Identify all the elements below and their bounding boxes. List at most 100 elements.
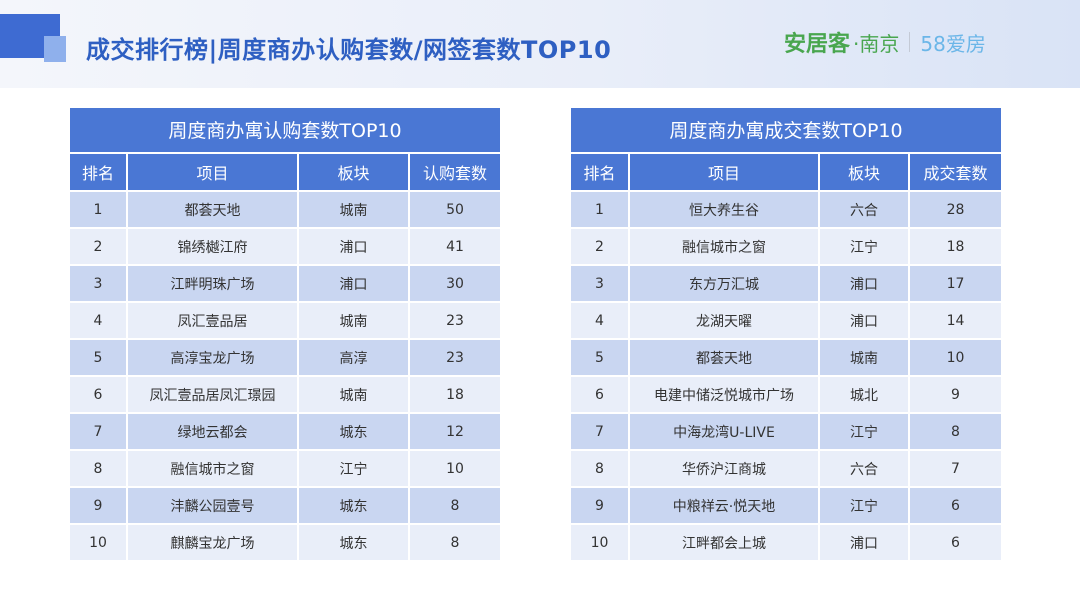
cell-count: 10	[408, 451, 500, 486]
page-title: 成交排行榜|周度商办认购套数/网签套数TOP10	[86, 36, 612, 64]
cell-rank: 2	[93, 238, 103, 255]
brand-logos: 安居客 ·南京 58爱房	[784, 26, 986, 58]
cell-count: 8	[908, 414, 1001, 449]
cell-count: 50	[408, 192, 500, 227]
cell-count: 18	[408, 377, 500, 412]
city-label: ·南京	[853, 31, 900, 56]
cell-count: 8	[408, 488, 500, 523]
table-row: 2 融信城市之窗 江宁 18	[571, 227, 1001, 264]
cell-district: 城南	[297, 192, 408, 227]
table-row: 7 中海龙湾U-LIVE 江宁 8	[571, 412, 1001, 449]
cell-project: 龙湖天曜	[628, 303, 818, 338]
cell-district: 浦口	[818, 303, 908, 338]
cell-count: 12	[408, 414, 500, 449]
cell-project: 恒大养生谷	[628, 192, 818, 227]
cell-district: 城南	[297, 377, 408, 412]
cell-district: 浦口	[297, 229, 408, 264]
cell-rank: 6	[93, 386, 103, 403]
cell-count: 28	[908, 192, 1001, 227]
cell-project: 麒麟宝龙广场	[126, 525, 297, 560]
cell-count: 23	[408, 303, 500, 338]
table-row: 6 凤汇壹品居凤汇璟园 城南 18	[70, 375, 500, 412]
cell-rank: 1	[93, 201, 103, 218]
cell-project: 江畔明珠广场	[126, 266, 297, 301]
cell-rank: 8	[595, 460, 604, 477]
cell-rank: 7	[93, 423, 103, 440]
cell-rank: 3	[93, 275, 103, 292]
table-row: 9 沣麟公园壹号 城东 8	[70, 486, 500, 523]
table-row: 7 绿地云都会 城东 12	[70, 412, 500, 449]
cell-count: 9	[908, 377, 1001, 412]
table-header-row: 排名 项目 板块 成交套数	[571, 154, 1001, 192]
cell-rank: 1	[595, 201, 604, 218]
table-row: 4 龙湖天曜 浦口 14	[571, 301, 1001, 338]
header-project: 项目	[628, 154, 818, 190]
header-rank: 排名	[81, 164, 114, 183]
cell-district: 城南	[818, 340, 908, 375]
cell-district: 江宁	[818, 229, 908, 264]
table-row: 10 麒麟宝龙广场 城东 8	[70, 523, 500, 560]
title-decoration-accent	[44, 36, 66, 62]
cell-rank: 4	[93, 312, 103, 329]
cell-rank: 10	[89, 534, 107, 551]
table-row: 8 融信城市之窗 江宁 10	[70, 449, 500, 486]
cell-district: 城东	[297, 488, 408, 523]
cell-project: 融信城市之窗	[126, 451, 297, 486]
cell-rank: 5	[595, 349, 604, 366]
table-body: 1 都荟天地 城南 50 2 锦绣樾江府 浦口 41 3 江畔明珠广场 浦口 30 4 凤汇壹品居 城南 23…	[70, 192, 500, 560]
cell-district: 高淳	[297, 340, 408, 375]
table-row: 4 凤汇壹品居 城南 23	[70, 301, 500, 338]
cell-district: 江宁	[818, 414, 908, 449]
cell-rank: 6	[595, 386, 604, 403]
header-rank: 排名	[583, 164, 616, 183]
table-title: 周度商办寓成交套数TOP10	[571, 108, 1001, 154]
cell-count: 30	[408, 266, 500, 301]
cell-project: 江畔都会上城	[628, 525, 818, 560]
table-row: 5 高淳宝龙广场 高淳 23	[70, 338, 500, 375]
cell-project: 电建中储泛悦城市广场	[628, 377, 818, 412]
table-row: 2 锦绣樾江府 浦口 41	[70, 227, 500, 264]
header-district: 板块	[818, 154, 908, 190]
cell-rank: 9	[93, 497, 103, 514]
cell-count: 17	[908, 266, 1001, 301]
logo-divider	[909, 32, 911, 52]
anjuke-logo: 安居客	[784, 32, 851, 57]
cell-project: 融信城市之窗	[628, 229, 818, 264]
cell-district: 江宁	[297, 451, 408, 486]
table-body: 1 恒大养生谷 六合 28 2 融信城市之窗 江宁 18 3 东方万汇城 浦口 17 4 龙湖天曜 浦口 14…	[571, 192, 1001, 560]
cell-district: 浦口	[818, 266, 908, 301]
header-banner	[0, 0, 1080, 88]
header-district: 板块	[297, 154, 408, 190]
cell-rank: 10	[590, 534, 609, 551]
cell-district: 浦口	[297, 266, 408, 301]
cell-rank: 8	[93, 460, 103, 477]
cell-project: 锦绣樾江府	[126, 229, 297, 264]
table-row: 3 江畔明珠广场 浦口 30	[70, 264, 500, 301]
cell-project: 东方万汇城	[628, 266, 818, 301]
table-row: 1 恒大养生谷 六合 28	[571, 192, 1001, 227]
cell-count: 7	[908, 451, 1001, 486]
cell-count: 23	[408, 340, 500, 375]
cell-project: 中海龙湾U-LIVE	[628, 414, 818, 449]
cell-count: 18	[908, 229, 1001, 264]
cell-project: 凤汇壹品居凤汇璟园	[126, 377, 297, 412]
table-row: 3 东方万汇城 浦口 17	[571, 264, 1001, 301]
cell-district: 城北	[818, 377, 908, 412]
cell-rank: 7	[595, 423, 604, 440]
cell-count: 8	[408, 525, 500, 560]
table-row: 5 都荟天地 城南 10	[571, 338, 1001, 375]
transaction-ranking-table: 周度商办寓成交套数TOP10 排名 项目 板块 成交套数 1 恒大养生谷 六合 28 2…	[571, 108, 1001, 560]
cell-rank: 4	[595, 312, 604, 329]
cell-count: 6	[908, 488, 1001, 523]
cell-count: 14	[908, 303, 1001, 338]
cell-project: 华侨沪江商城	[628, 451, 818, 486]
subscription-ranking-table: 周度商办寓认购套数TOP10 排名 项目 板块 认购套数 1 都荟天地 城南 50 2 锦…	[70, 108, 500, 560]
cell-project: 绿地云都会	[126, 414, 297, 449]
cell-count: 10	[908, 340, 1001, 375]
cell-project: 都荟天地	[628, 340, 818, 375]
table-title: 周度商办寓认购套数TOP10	[70, 108, 500, 154]
cell-district: 浦口	[818, 525, 908, 560]
cell-district: 城东	[297, 414, 408, 449]
cell-project: 中粮祥云·悦天地	[628, 488, 818, 523]
cell-district: 城东	[297, 525, 408, 560]
